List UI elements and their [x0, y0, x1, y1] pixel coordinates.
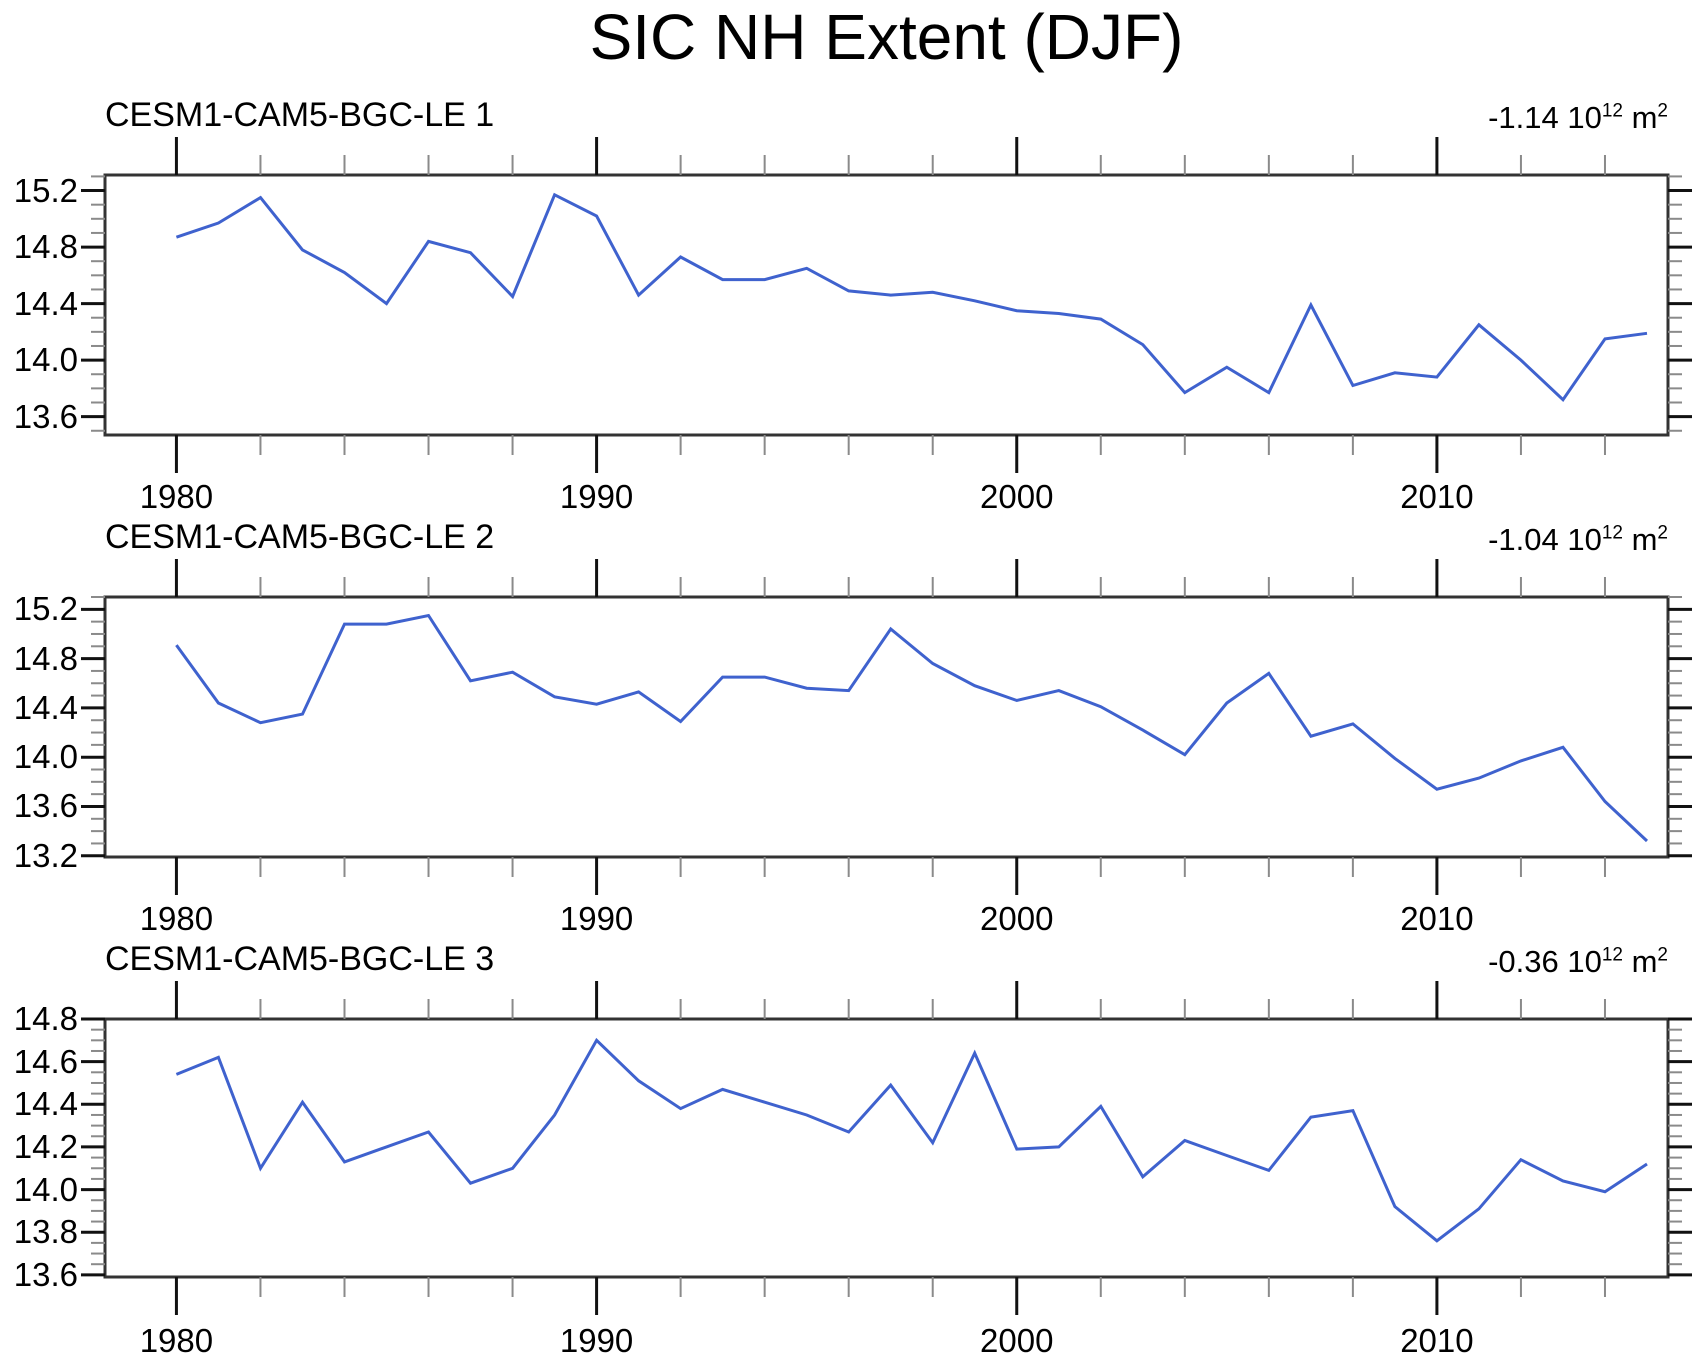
y-axis-label: 14.6	[13, 1042, 78, 1080]
annotation-text: -0.36 10	[1488, 944, 1602, 979]
x-axis-label: 1980	[139, 1322, 214, 1359]
series-line-panel-1	[175, 192, 1648, 402]
x-axis-label: 1990	[559, 900, 634, 937]
x-axis-label: 2000	[980, 1322, 1054, 1359]
y-axis-label: 14.4	[13, 1085, 78, 1123]
annotation-text: m	[1622, 944, 1658, 979]
y-axis-label: 13.6	[13, 787, 78, 825]
y-axis-label: 13.2	[13, 836, 78, 874]
y-axis-label: 14.4	[13, 688, 78, 726]
annotation-text: 2	[1657, 522, 1668, 544]
annotation-text: -1.04 10	[1488, 522, 1602, 557]
annotation-text: m	[1622, 522, 1658, 557]
x-axis-label: 2010	[1400, 1322, 1474, 1359]
y-axis-label: 14.2	[13, 1127, 78, 1165]
annotation-text: -1.14 10	[1488, 100, 1602, 135]
panel-trend-annotation-2: -1.04 1012 m2	[1488, 522, 1668, 558]
x-axis-label: 2010	[1400, 900, 1474, 937]
y-axis-label: 14.0	[13, 738, 78, 776]
panel-trend-annotation-1: -1.14 1012 m2	[1488, 100, 1668, 136]
panel-title-2: CESM1-CAM5-BGC-LE 2	[105, 518, 495, 556]
panel-trend-annotation-3: -0.36 1012 m2	[1488, 944, 1668, 980]
y-axis-label: 13.6	[13, 397, 78, 435]
panel-title-1: CESM1-CAM5-BGC-LE 1	[105, 96, 495, 134]
y-axis-label: 14.8	[13, 1000, 78, 1037]
y-axis-label: 13.8	[13, 1213, 78, 1251]
x-axis-label: 2000	[980, 900, 1054, 937]
figure-title: SIC NH Extent (DJF)	[589, 1, 1184, 73]
y-axis-label: 13.6	[13, 1255, 78, 1293]
annotation-text: 2	[1657, 944, 1668, 966]
y-axis-label: 14.8	[13, 639, 78, 677]
y-axis-label: 14.0	[13, 341, 78, 379]
y-axis-label: 14.8	[13, 228, 78, 266]
plot-border-panel-1	[103, 173, 1670, 437]
series-line-panel-3	[175, 1037, 1648, 1243]
annotation-text: 2	[1657, 100, 1668, 122]
y-axis-label: 15.2	[13, 590, 78, 628]
y-axis-label: 15.2	[13, 171, 78, 209]
annotation-text: 12	[1601, 522, 1623, 544]
x-axis-label: 1980	[139, 900, 214, 937]
panel-title-3: CESM1-CAM5-BGC-LE 3	[105, 940, 495, 978]
x-axis-label: 2000	[980, 478, 1054, 515]
y-axis-label: 14.4	[13, 284, 78, 322]
x-axis-label: 2010	[1400, 478, 1474, 515]
x-axis-label: 1990	[559, 478, 634, 515]
plot-border-panel-2	[103, 595, 1670, 859]
annotation-text: 12	[1601, 100, 1623, 122]
annotation-text: 12	[1601, 944, 1623, 966]
x-axis-label: 1980	[139, 478, 214, 515]
annotation-text: m	[1622, 100, 1658, 135]
y-axis-label: 14.0	[13, 1170, 78, 1208]
x-axis-label: 1990	[559, 1322, 634, 1359]
series-line-panel-2	[175, 613, 1649, 843]
